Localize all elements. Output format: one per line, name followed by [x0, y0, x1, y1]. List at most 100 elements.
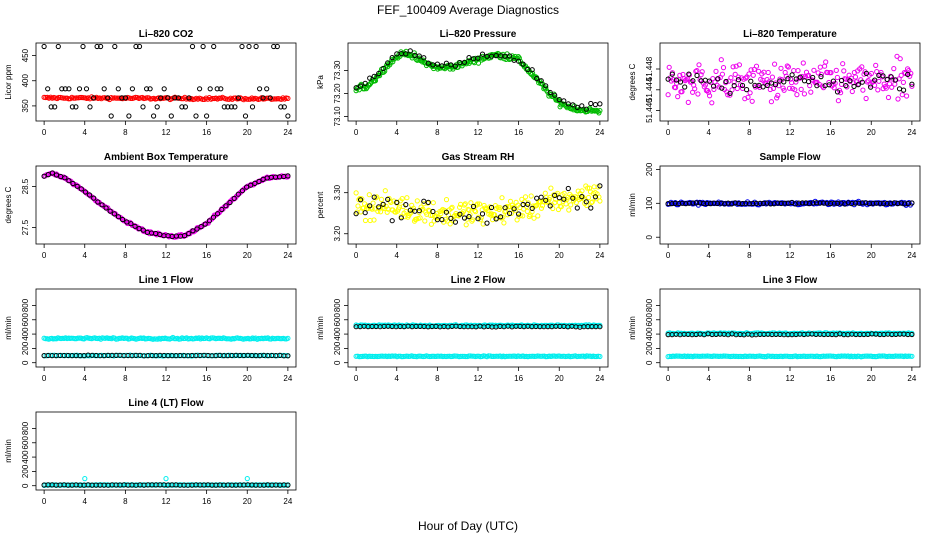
data-point [566, 207, 572, 213]
data-point [897, 353, 904, 359]
x-tick-label: 24 [283, 497, 292, 506]
data-point [789, 72, 795, 78]
data-point [798, 353, 804, 359]
data-point [782, 200, 788, 206]
y-tick-label: 0 [333, 360, 342, 365]
data-point [538, 194, 544, 200]
data-point [778, 200, 784, 207]
data-point [847, 78, 853, 84]
x-tick-label: 16 [826, 128, 835, 137]
data-point [520, 61, 526, 67]
data-point [172, 95, 178, 101]
data-point [490, 353, 497, 359]
data-point [74, 95, 80, 101]
data-point [870, 200, 876, 206]
data-point [485, 208, 491, 214]
data-point [675, 353, 681, 359]
data-point [745, 94, 751, 100]
data-point [91, 195, 97, 201]
data-point [193, 113, 199, 119]
data-point [719, 85, 725, 91]
data-point [570, 102, 576, 108]
data-point [73, 104, 79, 110]
data-point [574, 205, 580, 211]
data-point [690, 78, 696, 84]
data-point [823, 59, 829, 65]
x-tick-label: 4 [83, 374, 88, 383]
data-point [355, 203, 361, 209]
data-point [285, 173, 291, 179]
data-point [466, 214, 472, 220]
x-tick-label: 24 [283, 251, 292, 260]
data-point [283, 353, 289, 359]
data-point [491, 212, 498, 218]
data-point [198, 224, 204, 230]
data-point [579, 103, 585, 109]
data-point [206, 218, 212, 224]
data-point [385, 196, 391, 202]
data-point [793, 76, 799, 82]
data-point [597, 108, 603, 114]
data-point [728, 75, 734, 81]
data-point [154, 104, 160, 110]
data-point [529, 209, 535, 215]
data-point [711, 83, 717, 89]
li-820-co2-series-all-samples [41, 94, 291, 103]
data-point [252, 180, 258, 186]
data-point [792, 201, 798, 207]
data-point [414, 198, 420, 204]
data-point [871, 353, 877, 360]
data-point [78, 186, 84, 192]
data-point [260, 95, 266, 101]
data-point [462, 201, 468, 207]
x-tick-label: 12 [474, 374, 483, 383]
sample-flow-series-hourly-average [665, 199, 915, 207]
data-point [183, 482, 189, 488]
x-tick-label: 16 [514, 251, 523, 260]
data-point [122, 95, 129, 101]
data-point [816, 330, 822, 336]
data-point [474, 201, 481, 207]
data-point [207, 86, 213, 92]
line-2-flow-title: Line 2 Flow [451, 275, 506, 286]
data-point [274, 43, 280, 50]
data-point [502, 205, 508, 211]
data-point [56, 94, 62, 101]
data-point [559, 353, 565, 359]
li-820-pressure-ylabel: kPa [316, 75, 325, 89]
x-tick-label: 4 [707, 374, 712, 383]
li-820-pressure-series-hourly-average [353, 48, 603, 112]
data-point [458, 353, 464, 359]
data-point [353, 211, 359, 217]
data-point [439, 217, 445, 223]
x-tick-label: 0 [42, 251, 47, 260]
data-point [194, 226, 200, 232]
data-point [677, 72, 683, 79]
data-point [816, 353, 822, 360]
data-point [469, 353, 475, 359]
data-point [174, 95, 180, 101]
data-point [99, 202, 105, 208]
data-point [781, 79, 787, 85]
data-point [239, 188, 245, 194]
y-tick-label: 200 [645, 162, 654, 176]
data-point [367, 203, 373, 209]
data-point [264, 86, 270, 92]
y-tick-label: 0 [21, 483, 30, 488]
data-point [806, 72, 812, 79]
x-tick-label: 0 [354, 374, 359, 383]
x-tick-label: 24 [595, 128, 604, 137]
data-point [481, 202, 487, 209]
data-point [221, 104, 227, 110]
data-point [271, 482, 277, 488]
data-point [765, 69, 771, 76]
data-point [811, 67, 817, 73]
data-point [438, 211, 444, 217]
data-point [843, 83, 849, 89]
data-point [588, 100, 594, 107]
data-point [103, 205, 109, 211]
data-point [244, 184, 250, 190]
data-point [508, 210, 514, 216]
data-point [76, 86, 83, 92]
